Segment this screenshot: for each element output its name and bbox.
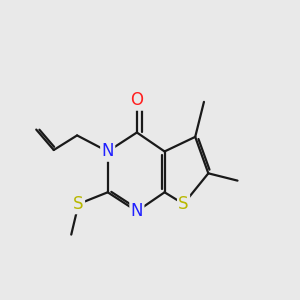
Text: N: N xyxy=(130,202,143,220)
Text: O: O xyxy=(130,92,143,110)
Text: N: N xyxy=(101,142,114,160)
Text: S: S xyxy=(178,195,189,213)
Text: S: S xyxy=(73,195,84,213)
